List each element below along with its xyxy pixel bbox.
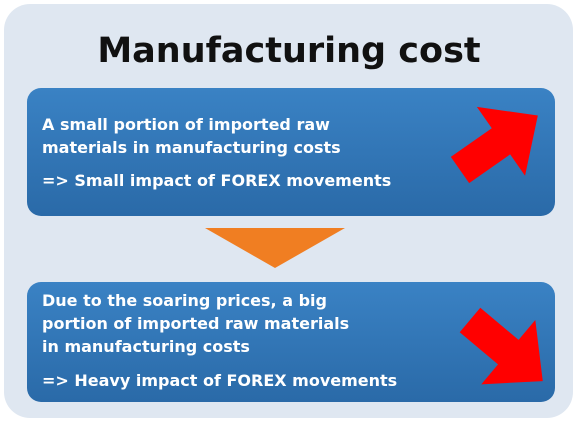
impact-text: => Heavy impact of FOREX movements <box>42 371 397 390</box>
text-line: portion of imported raw materials <box>42 314 349 333</box>
text-line: in manufacturing costs <box>42 337 250 356</box>
arrow-up <box>450 106 538 184</box>
text-line: Due to the soaring prices, a big <box>42 291 327 310</box>
down-arrow <box>205 228 345 268</box>
box <box>27 88 555 216</box>
text-line: materials in manufacturing costs <box>42 138 341 157</box>
text-line: A small portion of imported raw <box>42 115 330 134</box>
arrow-down <box>459 307 543 385</box>
title: Manufacturing cost <box>97 31 480 71</box>
box <box>27 282 555 402</box>
impact-text: => Small impact of FOREX movements <box>42 171 391 190</box>
